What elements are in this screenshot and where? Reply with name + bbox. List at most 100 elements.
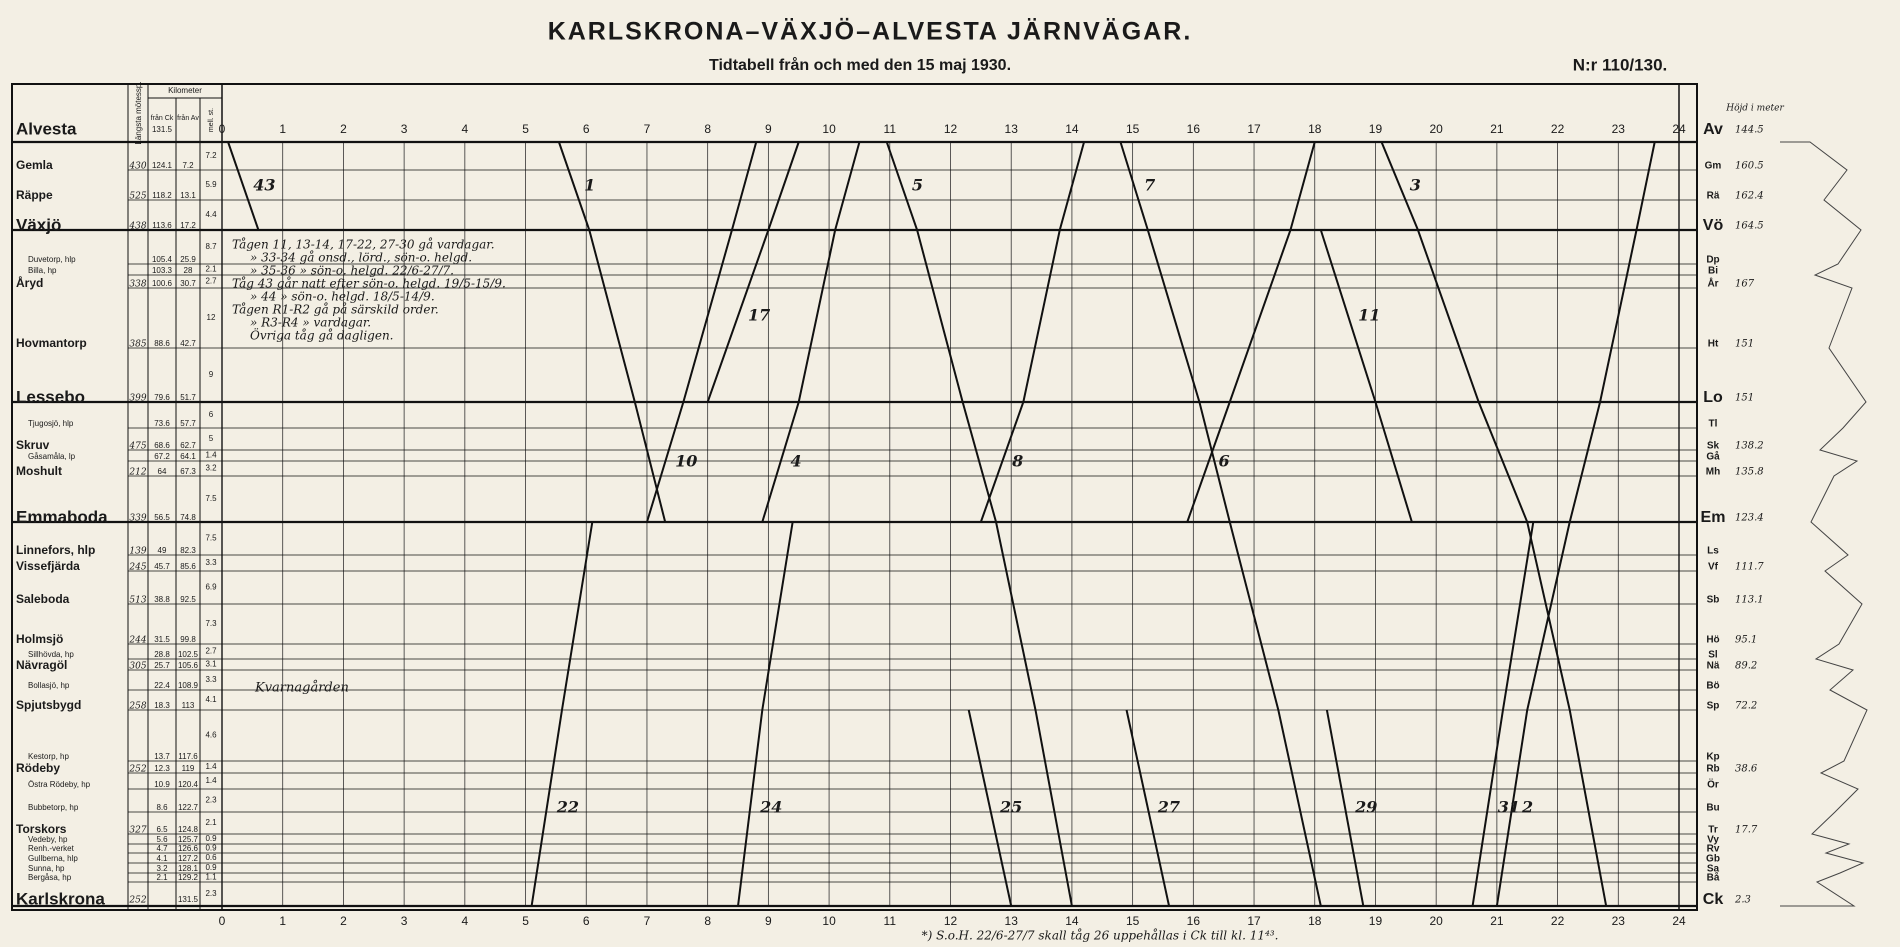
km-ck: 5.6 <box>156 835 168 844</box>
place-label: Kvarnagården <box>254 680 349 696</box>
km-av: 42.7 <box>180 339 196 348</box>
abbr: Bö <box>1706 681 1719 692</box>
train-number: 43 <box>253 176 275 195</box>
hour-label: 16 <box>1187 122 1201 136</box>
station-name: Alvesta <box>16 119 77 138</box>
abbr: Lo <box>1703 389 1723 406</box>
siding: 245 <box>128 563 146 573</box>
km-av: 13.1 <box>180 191 196 200</box>
km-av: 74.8 <box>180 513 196 522</box>
train-number: 1 <box>584 176 595 195</box>
km-between: 4.4 <box>205 210 217 219</box>
hour-label: 12 <box>944 122 958 136</box>
train-path <box>885 141 1073 907</box>
km-ck: 64 <box>158 467 167 476</box>
station-name: Nävragöl <box>16 658 67 672</box>
km-av: 102.5 <box>178 650 199 659</box>
station-name: Karlskrona <box>16 889 105 908</box>
hour-label: 13 <box>1005 122 1019 136</box>
hour-label: 14 <box>1065 122 1079 136</box>
hour-label: 3 <box>401 914 408 928</box>
note: » 44 » sön-o. helgd. 18/5-14/9. <box>250 290 435 304</box>
km-ck: 31.5 <box>154 635 170 644</box>
height: 151 <box>1735 393 1754 404</box>
train-path <box>1325 709 1365 907</box>
abbr: Vy <box>1707 835 1719 846</box>
station-name: Skruv <box>16 438 50 452</box>
km-between: 2.1 <box>205 265 217 274</box>
train-path <box>1186 141 1316 523</box>
km-between: 8.7 <box>205 242 217 251</box>
siding: 244 <box>128 636 146 646</box>
hour-label: 2 <box>340 914 347 928</box>
km-ck: 88.6 <box>154 339 170 348</box>
height: 162.4 <box>1735 191 1764 202</box>
station-name: Linnefors, hlp <box>16 543 95 557</box>
train-number: 10 <box>675 452 697 471</box>
km-ck: 103.3 <box>152 266 173 275</box>
train-path <box>1380 141 1608 907</box>
km-ck: 118.2 <box>152 191 172 200</box>
km-between: 12 <box>207 313 216 322</box>
abbr: Nä <box>1707 661 1720 672</box>
col-between: mell. st. <box>208 108 215 132</box>
hour-label: 19 <box>1369 914 1383 928</box>
km-av: 127.2 <box>178 854 199 863</box>
col-ck: från Ck <box>151 114 174 122</box>
train-number: 11 <box>1358 306 1380 325</box>
km-av: 57.7 <box>180 419 196 428</box>
hour-label: 22 <box>1551 122 1565 136</box>
hour-label: 16 <box>1187 914 1201 928</box>
km-av: 117.6 <box>178 752 198 761</box>
train-path <box>1119 141 1322 907</box>
frame <box>11 83 1698 911</box>
height: 111.7 <box>1735 562 1764 573</box>
station-name: Duvetorp, hlp <box>28 255 76 264</box>
km-av: 25.9 <box>180 255 196 264</box>
col-av: från Av <box>177 114 199 122</box>
km-between: 3.3 <box>205 675 217 684</box>
train-number: 25 <box>999 798 1022 817</box>
km-between: 4.6 <box>205 731 217 740</box>
km-ck: 79.6 <box>154 393 170 402</box>
km-av: 126.6 <box>178 844 199 853</box>
station-name: Tjugosjö, hlp <box>28 419 74 428</box>
km-ck: 22.4 <box>154 681 170 690</box>
station-name: Spjutsbygd <box>16 698 81 712</box>
abbr: Kp <box>1706 752 1719 763</box>
hour-label: 7 <box>644 914 651 928</box>
train-number: 27 <box>1157 798 1180 817</box>
col-siding: Längsta mötessp. <box>134 81 143 144</box>
train-number: 29 <box>1354 798 1377 817</box>
station-name: Holmsjö <box>16 632 63 646</box>
note: Tågen 11, 13-14, 17-22, 27-30 gå vardaga… <box>232 237 495 252</box>
note: Tågen R1-R2 gå på särskild order. <box>232 302 439 317</box>
graph: 0011223344556677889910101111121213131414… <box>12 119 1868 928</box>
hour-label: 15 <box>1126 914 1140 928</box>
siding: 438 <box>128 222 146 232</box>
hour-label: 3 <box>401 122 408 136</box>
height: 164.5 <box>1735 221 1764 232</box>
hour-label: 15 <box>1126 122 1140 136</box>
km-av: 113 <box>182 701 195 710</box>
siding: 430 <box>128 162 146 172</box>
station-name: Rödeby <box>16 761 60 775</box>
height: 151 <box>1735 339 1754 350</box>
hour-label: 7 <box>644 122 651 136</box>
km-av: 129.2 <box>178 873 199 882</box>
abbr: Tl <box>1709 419 1718 430</box>
km-between: 0.6 <box>205 853 217 862</box>
km-between: 5 <box>209 434 214 443</box>
abbr: Tr <box>1708 825 1718 836</box>
km-between: 9 <box>209 370 214 379</box>
note: Övriga tåg gå dagligen. <box>250 327 393 343</box>
station-name: Emmaboda <box>16 507 108 526</box>
km-ck: 18.3 <box>154 701 170 710</box>
hour-label: 0 <box>219 122 226 136</box>
hour-label: 9 <box>765 122 772 136</box>
station-name: Hovmantorp <box>16 336 87 350</box>
train-number: 31 <box>1498 798 1520 817</box>
km-ck: 38.8 <box>154 595 170 604</box>
station-name: Saleboda <box>16 592 70 606</box>
siding: 339 <box>129 514 146 524</box>
